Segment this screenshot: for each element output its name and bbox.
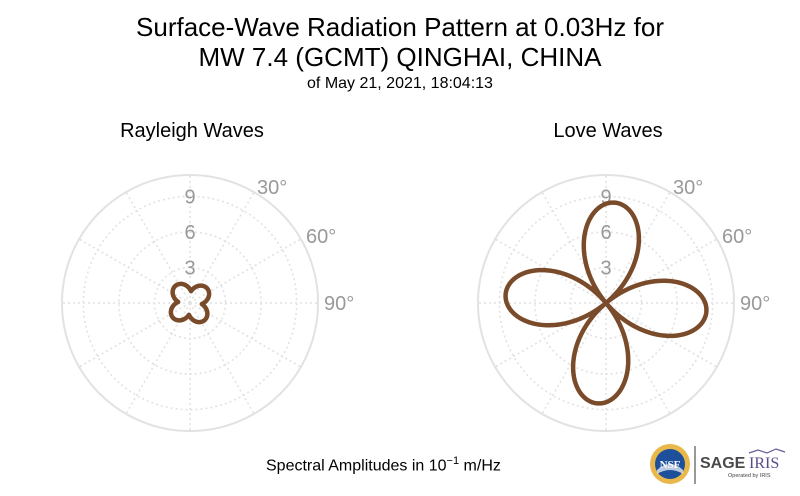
spoke-150 bbox=[189, 302, 255, 415]
chart-title-line-1: Surface-Wave Radiation Pattern at 0.03Hz… bbox=[136, 12, 664, 42]
radial-tick-label: 3 bbox=[600, 257, 611, 279]
outer-ring bbox=[61, 174, 319, 432]
spoke-30 bbox=[605, 191, 671, 304]
spoke-120 bbox=[605, 302, 718, 368]
chart-title-line-2: MW 7.4 (GCMT) QINGHAI, CHINA bbox=[198, 42, 602, 72]
radial-tick-label: 6 bbox=[184, 222, 195, 244]
rayleigh-polar-plot: 3 6 9 30° 60° 90° bbox=[61, 174, 354, 432]
amplitude-units-label: Spectral Amplitudes in 10−1 m/Hz bbox=[266, 455, 501, 475]
units-suffix: m/Hz bbox=[459, 457, 501, 475]
polar-plots: 3 6 9 30° 60° 90° 3 6 9 30° 60° 90° bbox=[61, 174, 770, 432]
sage-iris-logo-icon: SAGE IRIS Operated by IRIS bbox=[700, 448, 786, 479]
outer-ring bbox=[477, 174, 735, 432]
radial-tick-label: 9 bbox=[600, 186, 611, 208]
operated-by-text: Operated by IRIS bbox=[728, 473, 771, 479]
chart-subtitle: of May 21, 2021, 18:04:13 bbox=[307, 75, 493, 92]
spoke-60 bbox=[189, 238, 302, 304]
spoke-240 bbox=[78, 302, 191, 368]
love-panel-title: Love Waves bbox=[553, 120, 663, 142]
angle-tick-label: 90° bbox=[740, 293, 770, 315]
nsf-logo-icon: NSF bbox=[650, 444, 690, 484]
angle-tick-label: 30° bbox=[673, 177, 703, 199]
spoke-330 bbox=[125, 191, 191, 304]
units-exponent: −1 bbox=[446, 455, 460, 467]
radiation-pattern-curve bbox=[168, 281, 212, 325]
radiation-pattern-curve bbox=[503, 200, 709, 406]
nsf-logo-text: NSF bbox=[660, 459, 681, 471]
radial-tick-label: 9 bbox=[184, 186, 195, 208]
units-prefix: Spectral Amplitudes in 10 bbox=[266, 457, 447, 475]
angle-tick-label: 30° bbox=[257, 177, 287, 199]
love-polar-plot: 3 6 9 30° 60° 90° bbox=[477, 174, 770, 432]
logos: NSF SAGE IRIS Operated by IRIS bbox=[650, 444, 786, 484]
angle-tick-label: 90° bbox=[324, 293, 354, 315]
angle-tick-label: 60° bbox=[306, 226, 336, 248]
radial-tick-label: 6 bbox=[600, 222, 611, 244]
sage-logo-text: SAGE bbox=[700, 455, 746, 472]
spoke-210 bbox=[541, 302, 607, 415]
radial-tick-label: 3 bbox=[184, 257, 195, 279]
iris-logo-text: IRIS bbox=[749, 455, 779, 472]
spoke-300 bbox=[494, 238, 607, 304]
angle-tick-label: 60° bbox=[722, 226, 752, 248]
rayleigh-panel-title: Rayleigh Waves bbox=[120, 120, 264, 142]
